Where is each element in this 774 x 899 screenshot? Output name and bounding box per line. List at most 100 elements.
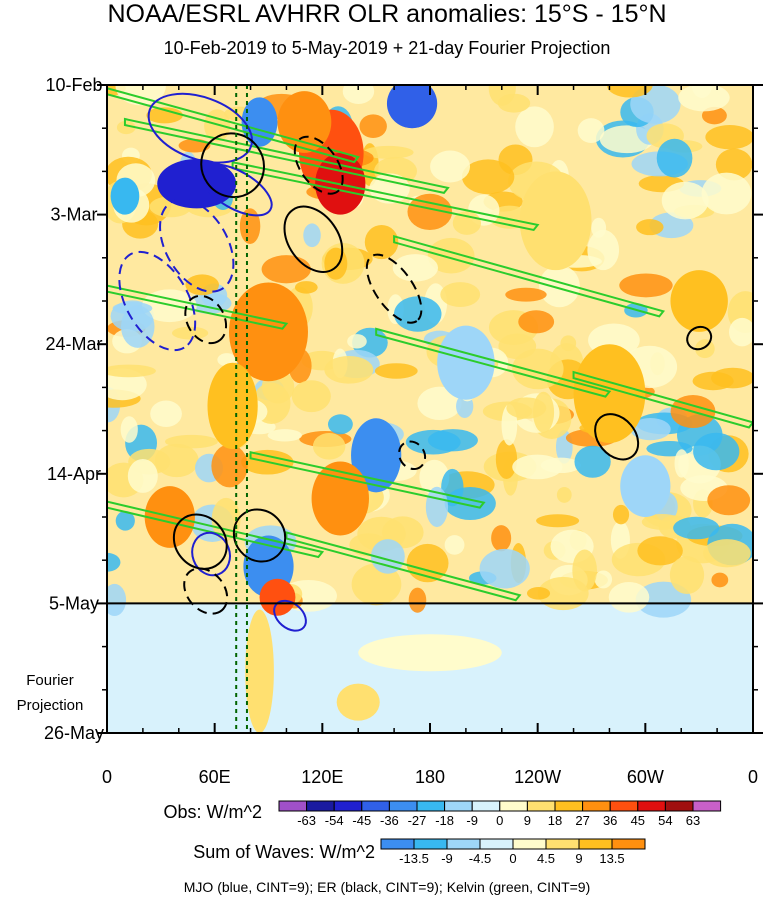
x-tick-label: 60W: [627, 767, 664, 787]
kelvin-contour: [107, 87, 360, 164]
field-texture-cell: [693, 432, 740, 471]
colorbar-level-label: 13.5: [599, 851, 624, 866]
field-texture-cell: [261, 255, 311, 284]
field-texture-cell: [505, 287, 547, 302]
field-texture-cell: [636, 219, 664, 236]
field-texture-cell: [512, 348, 564, 390]
field-texture-cell: [327, 414, 353, 435]
y-tick-label: 5-May: [49, 593, 99, 613]
field-texture-cell: [577, 118, 605, 143]
colorbar-swatch: [416, 800, 446, 812]
kelvin-contour: [107, 284, 289, 330]
field-texture-cell: [518, 310, 555, 334]
colorbar-level-label: -13.5: [399, 851, 429, 866]
y-tick-label: 24-Mar: [45, 334, 102, 354]
er-contour: [398, 440, 427, 471]
er-contour: [365, 253, 423, 324]
colorbar-swatch: [526, 800, 556, 812]
field-texture-cell: [172, 326, 209, 340]
field-texture-cell: [656, 138, 693, 178]
anomaly-region: [207, 362, 258, 450]
field-texture-cell: [637, 536, 683, 566]
x-tick-label: 180: [415, 767, 445, 787]
field-texture-cell: [417, 386, 462, 421]
field-texture-cell: [491, 525, 512, 552]
field-texture-cell: [692, 371, 734, 391]
field-texture-cell: [495, 439, 518, 480]
field-texture-cell: [619, 273, 673, 298]
x-tick-label: 0: [748, 767, 758, 787]
colorbar-swatch: [578, 838, 613, 850]
anomaly-region: [358, 634, 502, 672]
contours-legend: MJO (blue, CINT=9); ER (black, CINT=9); …: [184, 879, 591, 895]
field-texture-cell: [185, 274, 219, 296]
colorbar-level-label: -4.5: [469, 851, 491, 866]
field-texture-cell: [324, 247, 348, 280]
colorbar-level-label: 9: [575, 851, 582, 866]
field-texture-cell: [497, 93, 531, 113]
anomaly-region: [229, 282, 308, 382]
field-texture-cell: [661, 181, 709, 220]
field-texture-cell: [506, 397, 547, 419]
field-texture-cell: [374, 363, 418, 379]
field-texture-cell: [461, 159, 515, 195]
colorbar-level-label: 0: [496, 813, 503, 828]
y-tick-label: 26-May: [44, 723, 104, 743]
field-texture-cell: [512, 454, 563, 480]
colorbar-level-label: -9: [441, 851, 453, 866]
field-texture-cell: [107, 552, 121, 572]
colorbar-swatch: [278, 800, 308, 812]
colorbar-swatch: [582, 800, 611, 812]
colorbar-swatch: [609, 800, 639, 812]
field-texture-cell: [678, 85, 730, 112]
field-texture-cell: [211, 444, 248, 488]
field-texture-cell: [572, 549, 597, 592]
field-texture-cell: [608, 582, 650, 613]
field-texture-cell: [127, 459, 158, 493]
kelvin-contour: [572, 370, 753, 429]
colorbar-swatch: [333, 800, 363, 812]
colorbar-swatch: [361, 800, 390, 812]
field-texture-cell: [112, 302, 153, 315]
er-contour: [283, 205, 344, 273]
field-texture-cell: [370, 539, 405, 574]
field-texture-cell: [312, 432, 346, 460]
field-texture-cell: [703, 539, 751, 568]
field-texture-cell: [701, 172, 752, 215]
colorbar-level-label: 0: [509, 851, 516, 866]
colorbar-level-label: 9: [524, 813, 531, 828]
colorbar-swatch: [306, 800, 335, 812]
anomaly-region: [620, 455, 671, 517]
er-contour: [184, 294, 228, 345]
anomaly-region: [277, 91, 332, 153]
anomaly-region: [386, 85, 438, 129]
mjo-contour: [191, 531, 231, 577]
projection-label-line2: Projection: [17, 697, 84, 714]
field-texture-cell: [107, 583, 127, 617]
field-texture-cell: [408, 587, 427, 613]
colorbar-swatch: [512, 838, 547, 850]
field-texture-cell: [594, 570, 613, 589]
field-texture-cell: [116, 120, 136, 135]
field-texture-cell: [695, 339, 715, 359]
colorbar-level-label: 36: [603, 813, 617, 828]
anomaly-region: [437, 325, 495, 400]
anomaly-region: [336, 683, 380, 721]
field-texture-cell: [427, 237, 475, 274]
anomaly-region: [259, 578, 296, 616]
field-texture-cell: [364, 224, 399, 260]
colorbar-swatch: [444, 800, 473, 812]
field-texture-cell: [107, 364, 156, 378]
er-contour: [172, 513, 228, 570]
field-texture-cell: [430, 150, 471, 183]
field-texture-cell: [715, 148, 753, 181]
field-texture-cell: [291, 380, 331, 413]
projection-label-line1: Fourier: [26, 672, 74, 689]
field-texture-cell: [705, 125, 753, 150]
colorbar-level-label: -63: [297, 813, 316, 828]
colorbar-level-label: 27: [575, 813, 589, 828]
er-contour: [200, 132, 265, 199]
field-texture-cell: [239, 208, 261, 245]
field-texture-cell: [351, 563, 402, 606]
